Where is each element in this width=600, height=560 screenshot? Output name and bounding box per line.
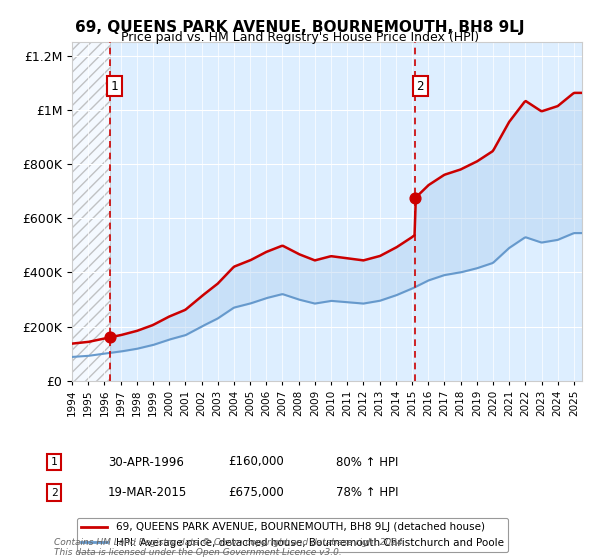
Text: 30-APR-1996: 30-APR-1996 <box>108 455 184 469</box>
Text: Contains HM Land Registry data © Crown copyright and database right 2024.
This d: Contains HM Land Registry data © Crown c… <box>54 538 406 557</box>
Text: Price paid vs. HM Land Registry's House Price Index (HPI): Price paid vs. HM Land Registry's House … <box>121 31 479 44</box>
Text: 78% ↑ HPI: 78% ↑ HPI <box>336 486 398 500</box>
Text: £160,000: £160,000 <box>228 455 284 469</box>
Text: 2: 2 <box>416 80 424 92</box>
Text: £675,000: £675,000 <box>228 486 284 500</box>
Text: 2: 2 <box>50 488 58 498</box>
Text: 80% ↑ HPI: 80% ↑ HPI <box>336 455 398 469</box>
Text: 19-MAR-2015: 19-MAR-2015 <box>108 486 187 500</box>
Point <box>410 193 420 202</box>
Legend: 69, QUEENS PARK AVENUE, BOURNEMOUTH, BH8 9LJ (detached house), HPI: Average pric: 69, QUEENS PARK AVENUE, BOURNEMOUTH, BH8… <box>77 518 508 552</box>
Polygon shape <box>72 42 110 381</box>
Point <box>105 333 115 342</box>
Text: 69, QUEENS PARK AVENUE, BOURNEMOUTH, BH8 9LJ: 69, QUEENS PARK AVENUE, BOURNEMOUTH, BH8… <box>75 20 525 35</box>
Text: 1: 1 <box>111 80 118 92</box>
Text: 1: 1 <box>50 457 58 467</box>
